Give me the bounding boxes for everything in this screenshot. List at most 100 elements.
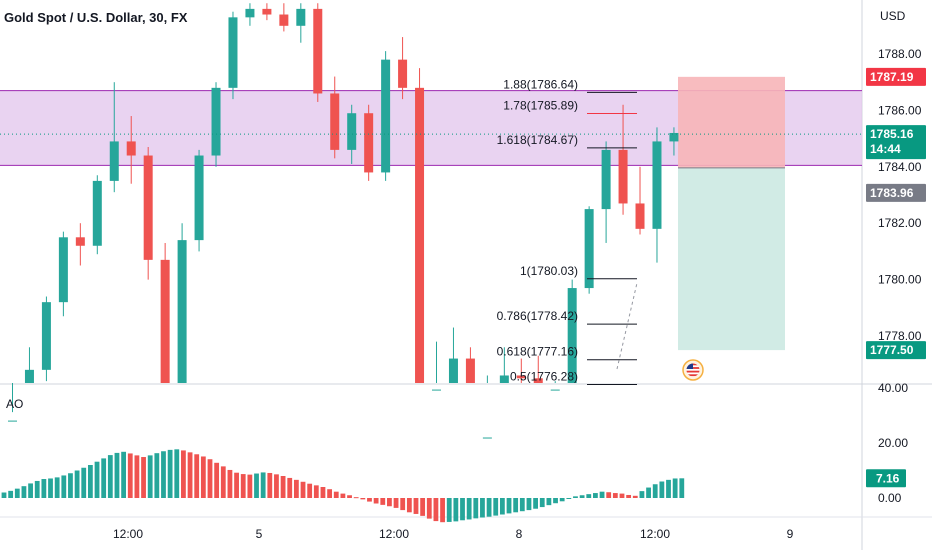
ao-bar <box>8 490 14 498</box>
fib-level-label: 1.88(1786.64) <box>503 77 578 91</box>
take-profit-area[interactable] <box>678 167 785 351</box>
ao-bar <box>220 466 226 498</box>
candle-body <box>364 113 374 173</box>
candle-body <box>448 358 458 383</box>
ao-bar <box>526 498 532 511</box>
ao-bar <box>606 492 612 498</box>
ao-bar <box>194 454 200 498</box>
candle-body <box>194 155 204 241</box>
candle <box>415 68 425 383</box>
candle-body <box>465 358 475 383</box>
fib-level[interactable]: 1.618(1784.67) <box>497 133 637 149</box>
ao-bar <box>68 473 73 498</box>
candle <box>313 3 323 102</box>
ao-bar <box>21 486 27 498</box>
ao-bar <box>360 498 366 500</box>
entry-price-badge-bg <box>866 183 926 202</box>
ao-bar <box>214 462 220 498</box>
ao-bar <box>147 455 153 498</box>
fib-extension-drawing[interactable]: 1.88(1786.64) 1.78(1785.89) 1.618(1784.67)… <box>497 77 638 386</box>
price-tick-label: 1788.00 <box>878 47 922 61</box>
candle-body <box>398 59 408 88</box>
fib-level[interactable]: 1.78(1785.89) <box>503 99 637 115</box>
price-tick-label: 1782.00 <box>878 216 922 230</box>
entry-price-badge-text: 1783.96 <box>870 186 914 200</box>
candle <box>669 127 679 156</box>
fib-trend-line[interactable] <box>616 282 638 370</box>
candle-body <box>58 237 68 303</box>
candle-body <box>415 87 425 383</box>
fib-level[interactable]: 0.786(1778.42) <box>497 309 637 325</box>
ao-bar <box>387 498 392 507</box>
fib-level[interactable]: 0.5(1776.28) <box>510 370 637 386</box>
ao-bar <box>181 450 186 498</box>
candle <box>143 147 153 280</box>
short-position-tool[interactable] <box>678 76 785 351</box>
ao-tick-label: 20.00 <box>878 436 908 450</box>
candle <box>8 383 17 422</box>
candle-body <box>601 149 611 210</box>
candle-body <box>8 420 17 422</box>
current-price-badge-bg <box>866 125 926 160</box>
candle <box>160 242 170 383</box>
time-axis[interactable]: 12:00 5 12:00 8 12:00 9 <box>113 527 794 541</box>
ao-bar <box>114 452 120 498</box>
candle <box>652 127 662 263</box>
fib-level[interactable]: 1(1780.03) <box>520 264 637 280</box>
ao-bar <box>420 498 426 516</box>
ao-indicator-label[interactable]: AO <box>6 397 23 411</box>
candle-body <box>516 375 526 379</box>
currency-label[interactable]: USD <box>880 9 906 23</box>
stop-loss-area[interactable] <box>678 76 785 168</box>
ao-bar <box>539 498 545 508</box>
price-axis[interactable]: 1788.00 1786.00 1784.00 1782.00 1780.00 1778.… <box>878 47 922 343</box>
candle-body <box>635 203 645 229</box>
ao-bar <box>486 498 492 517</box>
ao-bar <box>107 455 113 498</box>
ao-bar <box>659 481 665 498</box>
ao-bar <box>41 479 47 498</box>
ao-bar <box>320 487 326 498</box>
ao-bar <box>586 494 592 498</box>
candle <box>109 82 119 193</box>
candle <box>584 206 594 294</box>
candle-body <box>330 93 340 150</box>
time-tick-label: 12:00 <box>379 527 409 541</box>
candle <box>516 358 526 383</box>
candle <box>24 347 34 383</box>
candle <box>550 381 560 391</box>
ao-bar <box>632 495 638 498</box>
ao-bar <box>612 493 618 498</box>
candle <box>296 3 306 43</box>
stop-price-badge: 1787.19 <box>866 67 926 86</box>
ao-bar <box>672 478 678 498</box>
ao-bar <box>347 495 352 498</box>
ao-bar <box>254 473 259 498</box>
candle <box>533 355 543 383</box>
target-price-badge-bg <box>866 341 926 360</box>
fib-level[interactable]: 1.88(1786.64) <box>503 77 637 93</box>
ao-bar <box>626 494 632 498</box>
fib-level[interactable]: 0.618(1777.16) <box>497 345 637 361</box>
us-flag-event-icon[interactable] <box>682 359 704 381</box>
candle <box>92 175 102 255</box>
ao-bar <box>473 498 479 519</box>
price-tick-label: 1786.00 <box>878 103 922 117</box>
ao-axis[interactable]: 40.00 20.00 0.00 <box>878 381 908 505</box>
candle <box>601 141 611 243</box>
chart-title: Gold Spot / U.S. Dollar, 30, FX <box>4 10 188 25</box>
time-tick-label: 12:00 <box>640 527 670 541</box>
ao-bar <box>127 453 133 498</box>
ao-value-badge-text: 7.16 <box>876 471 900 485</box>
ao-bar <box>579 495 585 498</box>
candle-body <box>567 288 577 383</box>
candle-body <box>533 378 543 383</box>
ao-bar <box>333 491 339 498</box>
candle <box>347 104 357 164</box>
ao-tick-label: 0.00 <box>878 491 902 505</box>
ao-bar <box>566 498 572 499</box>
ao-bar <box>413 498 419 514</box>
candle-body <box>550 389 560 391</box>
